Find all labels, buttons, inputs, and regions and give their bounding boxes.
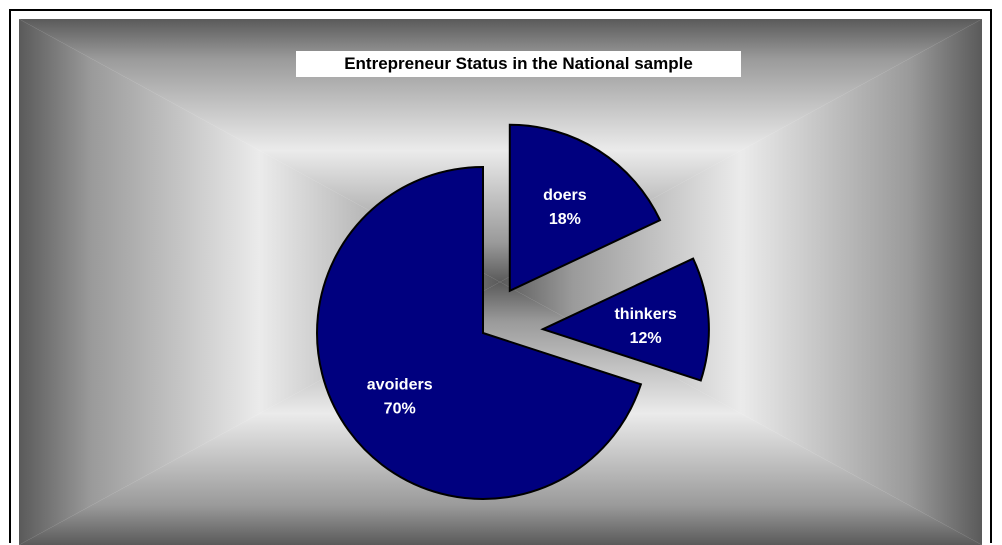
pie-slice-avoiders: [316, 165, 643, 500]
slice-percent-thinkers: 12%: [630, 330, 662, 347]
chart-title: Entrepreneur Status in the National samp…: [296, 51, 741, 77]
chart-frame: doers 18% thinkers 12% avoiders 70% Entrepren…: [9, 9, 992, 545]
slice-percent-doers: 18%: [549, 211, 581, 228]
pie-chart: doers 18% thinkers 12% avoiders 70%: [19, 19, 982, 545]
slice-label-doers: doers: [543, 187, 587, 204]
plot-area: doers 18% thinkers 12% avoiders 70% Entrepren…: [19, 19, 982, 545]
slice-percent-avoiders: 70%: [384, 401, 416, 418]
slice-label-thinkers: thinkers: [614, 306, 676, 323]
slice-label-avoiders: avoiders: [367, 377, 433, 394]
pie-slice-doers: [508, 123, 662, 293]
pie-labels: doers 18% thinkers 12% avoiders 70%: [367, 187, 677, 418]
pie-slice-thinkers: [540, 257, 710, 382]
pie-slices: [316, 123, 710, 500]
